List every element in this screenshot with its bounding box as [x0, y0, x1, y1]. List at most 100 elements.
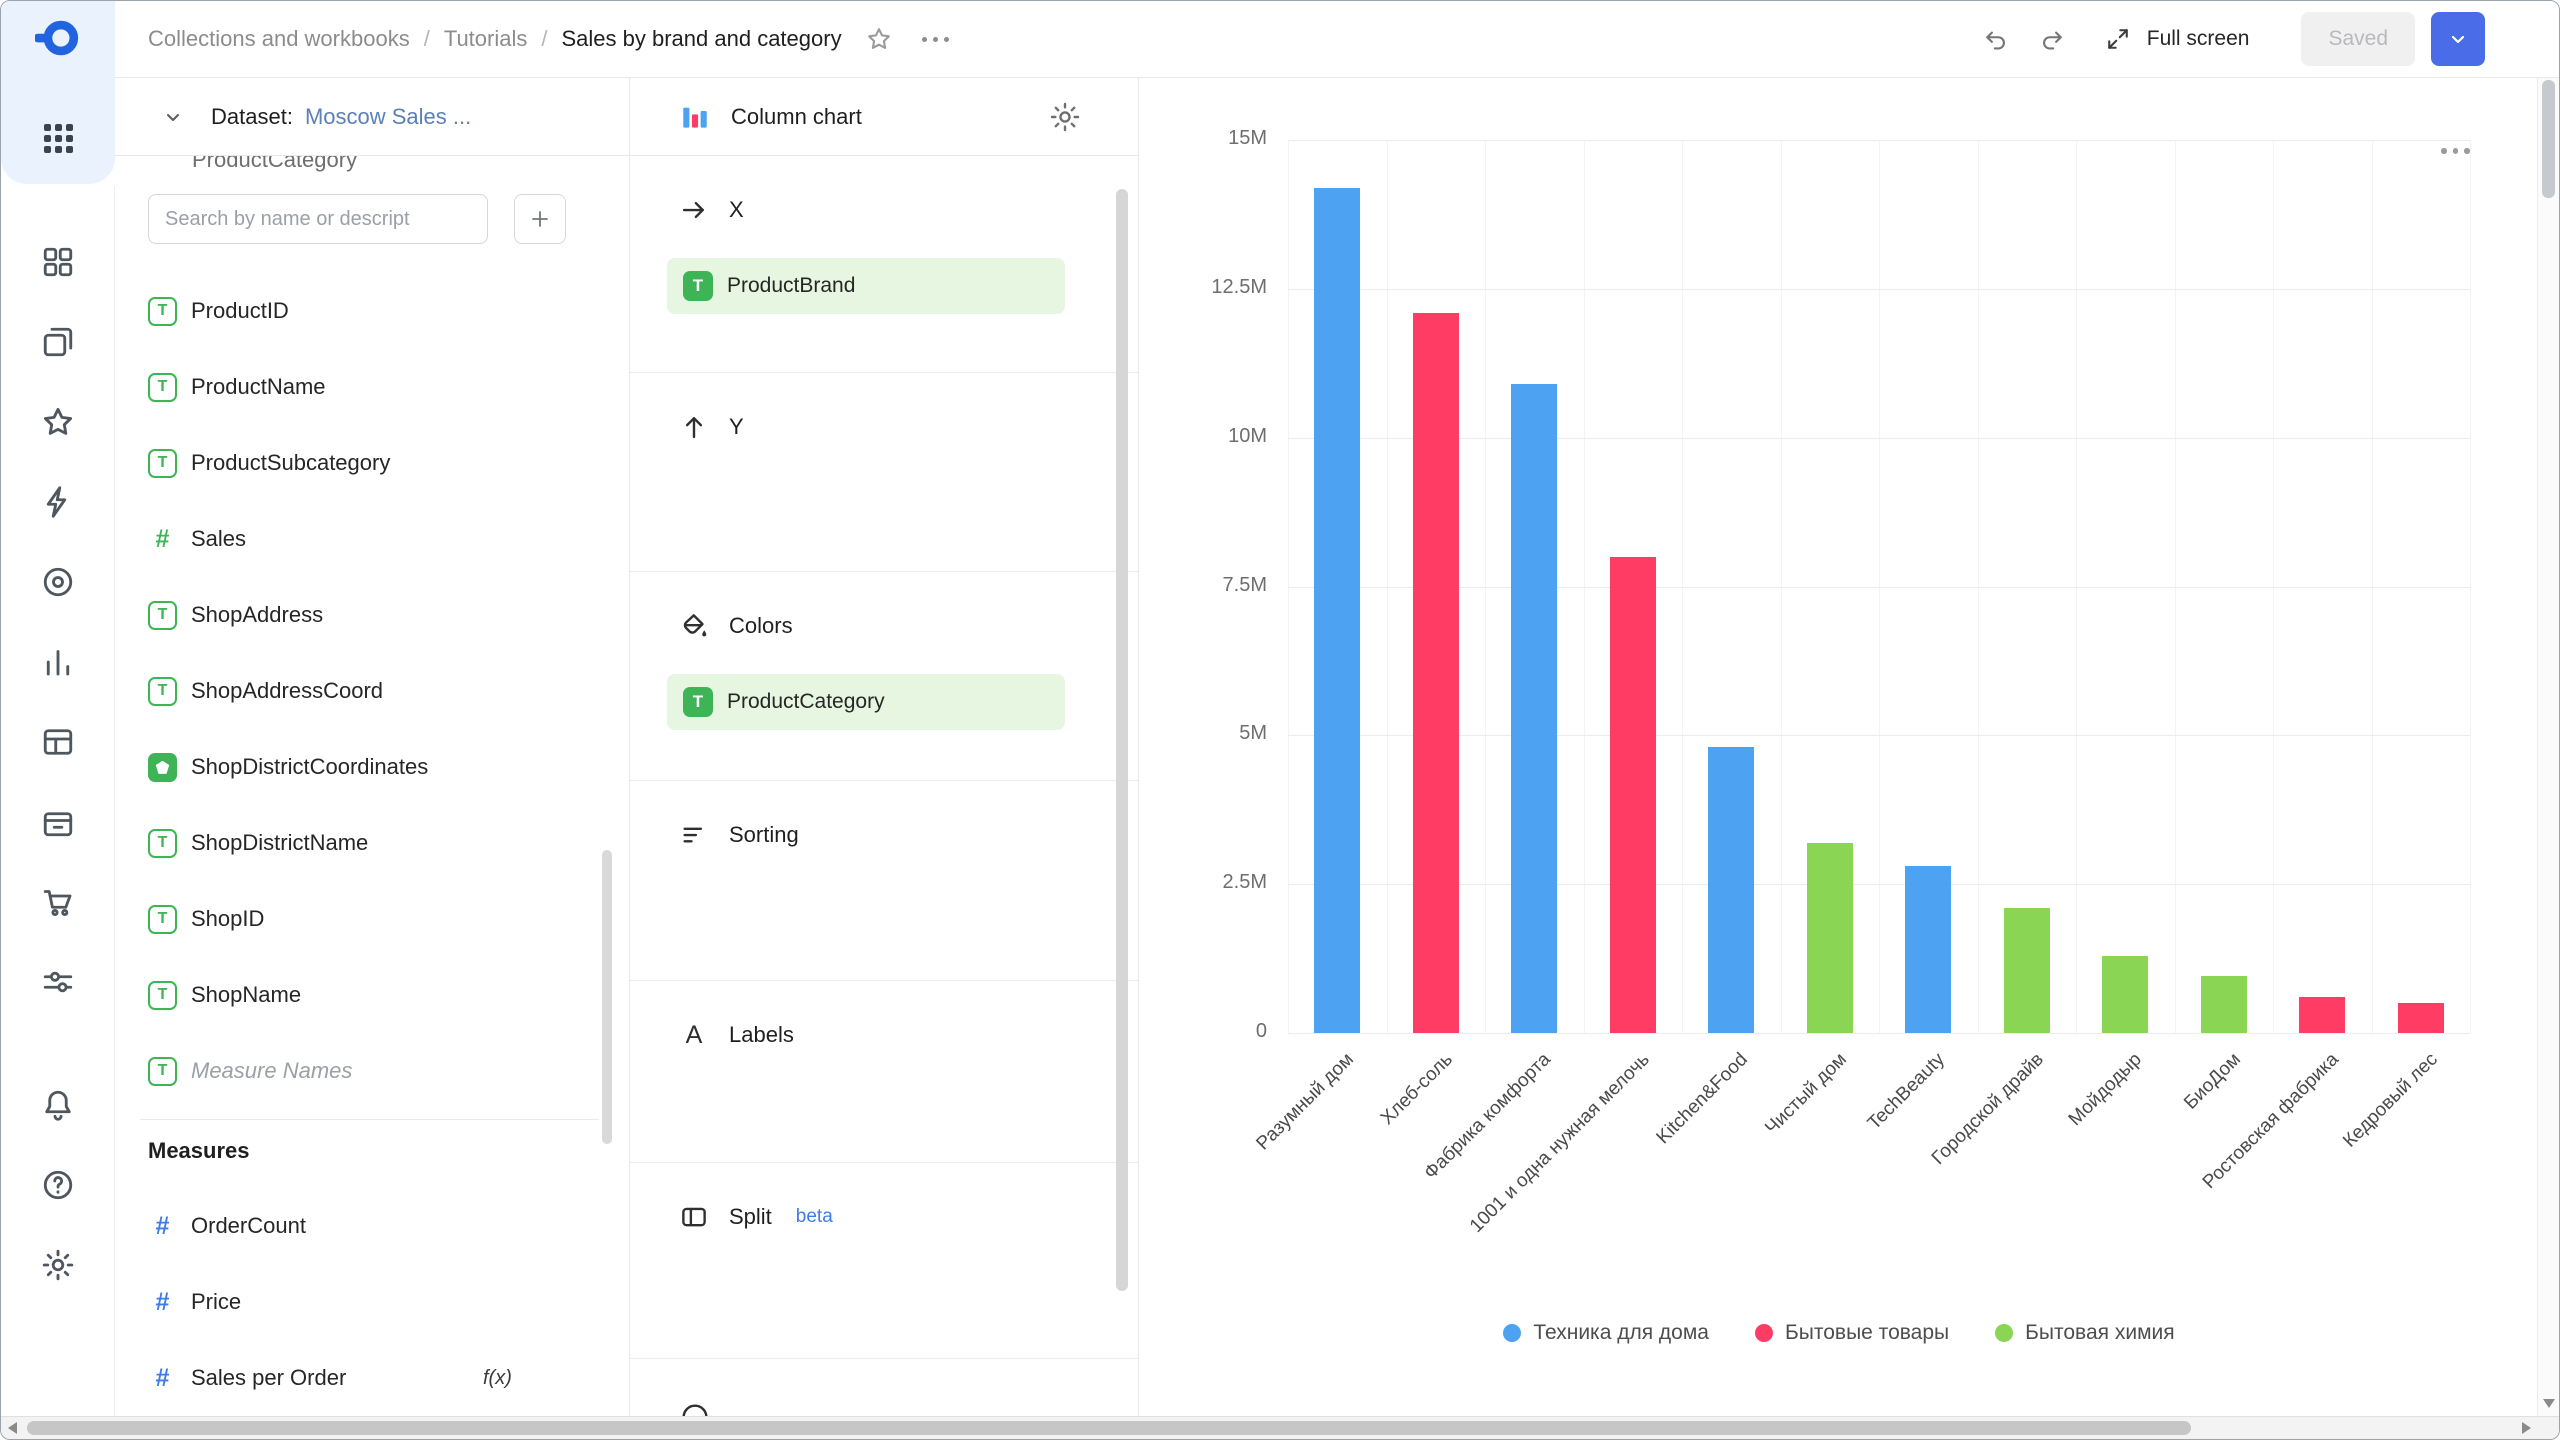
sort-icon	[679, 820, 709, 850]
legend-item[interactable]: Техника для дома	[1503, 1321, 1709, 1345]
table-icon[interactable]	[1, 702, 115, 782]
sliders-icon[interactable]	[1, 942, 115, 1022]
target-icon[interactable]	[1, 542, 115, 622]
field-row-shopaddresscoord[interactable]: T ShopAddressCoord	[115, 653, 629, 729]
bar-1[interactable]	[1314, 187, 1361, 1033]
horizontal-scrollbar[interactable]	[1, 1416, 2559, 1439]
layers-icon[interactable]	[1, 302, 115, 382]
breadcrumb-item[interactable]: Collections and workbooks	[148, 26, 410, 51]
bar-9[interactable]	[2102, 955, 2149, 1033]
bar-4[interactable]	[1609, 556, 1656, 1033]
field-row-shopdistrictcoordinates[interactable]: ShopDistrictCoordinates	[115, 729, 629, 805]
grid-squares-icon[interactable]	[1, 222, 115, 302]
field-chip-productbrand[interactable]: T ProductBrand	[667, 258, 1065, 314]
bell-icon[interactable]	[1, 1065, 115, 1145]
section-y: Y#Price	[630, 373, 1138, 572]
field-row-productsubcategory[interactable]: T ProductSubcategory	[115, 425, 629, 501]
y-tick-label: 15M	[1228, 127, 1267, 149]
bar-11[interactable]	[2299, 997, 2346, 1033]
favorite-star-icon[interactable]	[862, 22, 896, 56]
circle-section-icon	[679, 1401, 711, 1416]
redo-icon[interactable]	[2035, 22, 2069, 56]
gear-icon[interactable]	[1, 1225, 115, 1305]
field-chip-productcategory[interactable]: T ProductCategory	[667, 674, 1065, 730]
section-x-header: X	[679, 192, 1138, 228]
field-row-measure-names[interactable]: T Measure Names	[115, 1033, 629, 1109]
bar-5[interactable]	[1708, 747, 1755, 1033]
horizontal-gridline	[1288, 884, 2470, 886]
bar-2[interactable]	[1412, 312, 1459, 1033]
field-row-sales[interactable]: # Sales	[115, 501, 629, 577]
field-row-sales-per-order[interactable]: # Sales per Order f(x)	[115, 1340, 629, 1416]
dimension-type-icon: T	[683, 687, 713, 717]
chip-label: ProductBrand	[727, 274, 856, 297]
field-row-shopname[interactable]: T ShopName	[115, 957, 629, 1033]
formula-icon: f(x)	[483, 1366, 512, 1389]
box-icon[interactable]	[1, 782, 115, 862]
column-chart-icon[interactable]	[679, 101, 711, 133]
dataset-label: Dataset:	[211, 103, 293, 129]
field-row-shopaddress[interactable]: T ShopAddress	[115, 577, 629, 653]
scroll-down-arrow-icon[interactable]	[2543, 1399, 2555, 1408]
x-axis-label: Кедровый лес	[2338, 1049, 2442, 1152]
scroll-left-arrow-icon[interactable]	[8, 1422, 17, 1434]
apps-grid-icon[interactable]	[44, 124, 73, 153]
more-menu-icon[interactable]	[921, 36, 949, 42]
legend-label: Бытовые товары	[1784, 1321, 1950, 1344]
lightning-icon[interactable]	[1, 462, 115, 542]
config-panel-header: Column chart	[630, 78, 1138, 156]
bar-12[interactable]	[2397, 1003, 2444, 1033]
field-label: ShopDistrictName	[191, 830, 369, 855]
search-input[interactable]	[148, 194, 488, 244]
scroll-right-arrow-icon[interactable]	[2522, 1422, 2531, 1434]
legend-dot	[1754, 1324, 1773, 1342]
field-row-price[interactable]: # Price	[115, 1264, 629, 1340]
field-row-shopdistrictname[interactable]: T ShopDistrictName	[115, 805, 629, 881]
breadcrumb-item[interactable]: Sales by brand and category	[561, 26, 842, 51]
bar-7[interactable]	[1905, 866, 1952, 1033]
dataset-link[interactable]: Moscow Sales ...	[304, 103, 472, 129]
legend-dot	[1995, 1324, 2014, 1342]
fullscreen-label: Full screen	[2146, 27, 2250, 50]
field-row-shopid[interactable]: T ShopID	[115, 881, 629, 957]
section-sorting-header: Sorting	[679, 817, 1138, 853]
undo-icon[interactable]	[1979, 22, 2013, 56]
add-field-button[interactable]	[514, 194, 566, 244]
breadcrumb-item[interactable]: Tutorials	[443, 26, 528, 51]
vertical-scrollbar[interactable]	[2537, 78, 2559, 1416]
bar-6[interactable]	[1806, 842, 1853, 1033]
x-axis-label: Мойдодыр	[2064, 1049, 2147, 1131]
string-field-icon: T	[148, 600, 177, 630]
legend-item[interactable]: Бытовые товары	[1754, 1321, 1950, 1345]
save-dropdown-button[interactable]	[2431, 12, 2485, 66]
help-icon[interactable]	[1, 1145, 115, 1225]
dataset-scrollbar-thumb[interactable]	[602, 850, 612, 1144]
datalens-logo-icon[interactable]	[35, 15, 81, 61]
legend-item[interactable]: Бытовая химия	[1995, 1321, 2175, 1345]
bar-10[interactable]	[2200, 976, 2247, 1033]
config-scrollbar-thumb[interactable]	[1116, 189, 1128, 1291]
horizontal-scrollbar-thumb[interactable]	[27, 1421, 2191, 1435]
rail-header	[1, 1, 115, 184]
gear-icon[interactable]	[1048, 100, 1082, 134]
fullscreen-button[interactable]: Full screen	[2101, 22, 2250, 56]
bar-3[interactable]	[1511, 384, 1558, 1033]
vertical-scrollbar-thumb[interactable]	[2542, 80, 2555, 198]
field-row-productid[interactable]: T ProductID	[115, 273, 629, 349]
y-tick-label: 7.5M	[1222, 573, 1267, 596]
star-icon[interactable]	[1, 382, 115, 462]
string-field-icon: T	[148, 828, 177, 858]
chart-menu-icon[interactable]	[2435, 142, 2476, 160]
bar-chart-icon[interactable]	[1, 622, 115, 702]
breadcrumb: Collections and workbooks / Tutorials / Sale…	[148, 26, 842, 52]
field-row-productname[interactable]: T ProductName	[115, 349, 629, 425]
string-field-icon: T	[148, 448, 177, 478]
bar-8[interactable]	[2003, 907, 2050, 1033]
x-axis-label: Чистый дом	[1760, 1049, 1851, 1139]
cart-icon[interactable]	[1, 862, 115, 942]
field-label: ProductSubcategory	[191, 450, 391, 475]
saved-button[interactable]: Saved	[2301, 12, 2415, 66]
collapse-chevron-icon[interactable]	[161, 105, 185, 129]
field-row-ordercount[interactable]: # OrderCount	[115, 1188, 629, 1264]
